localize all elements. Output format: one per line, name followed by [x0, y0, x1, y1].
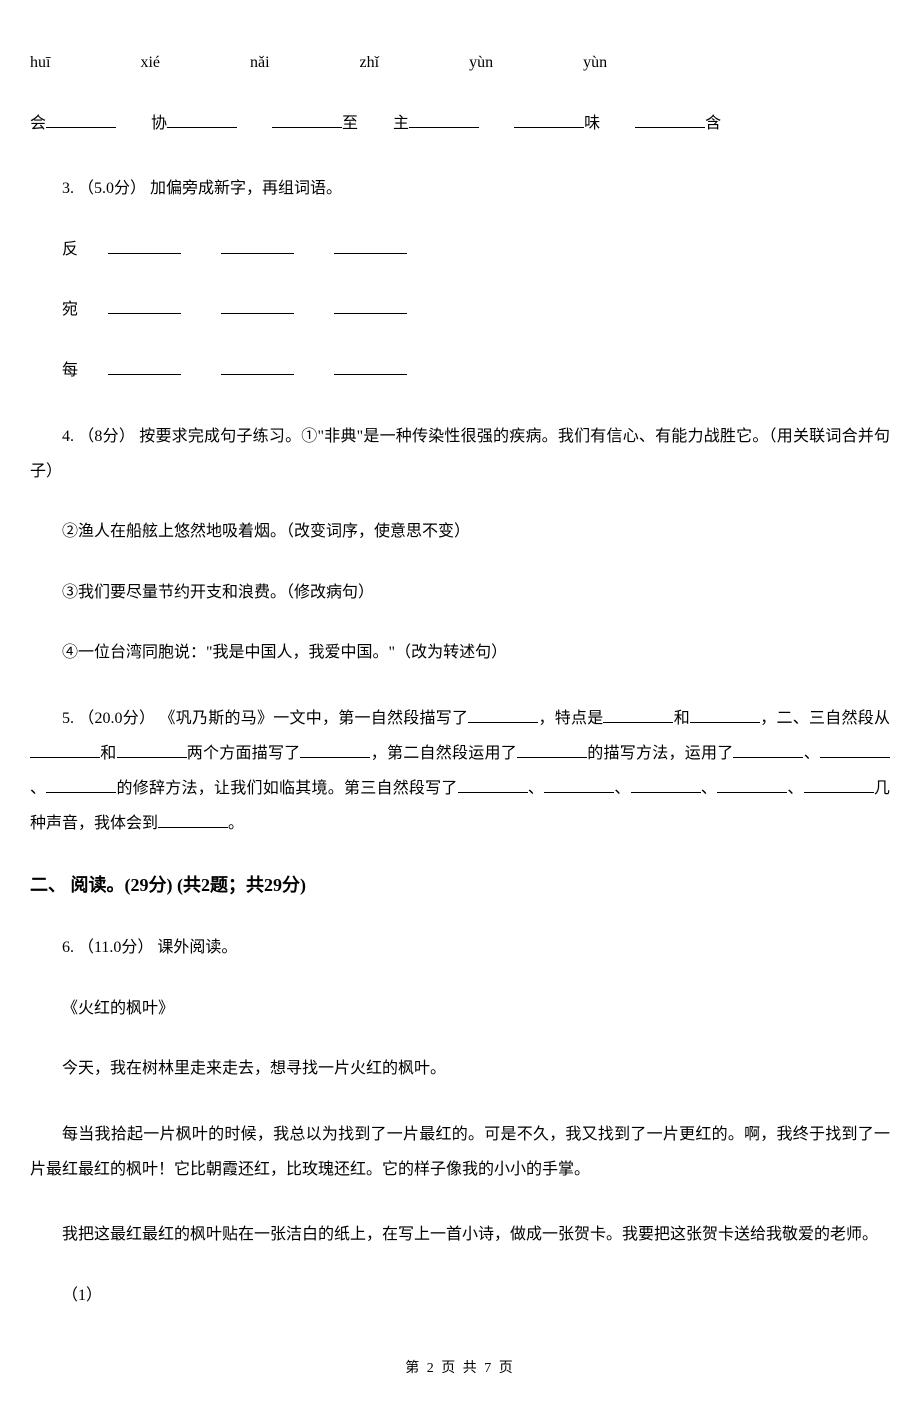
- char-2: 协: [151, 111, 167, 137]
- q5-text: 、: [701, 780, 718, 797]
- blank[interactable]: [544, 777, 614, 793]
- blank[interactable]: [108, 313, 181, 314]
- radical-1: 反: [30, 237, 78, 263]
- blank[interactable]: [334, 253, 407, 254]
- section-2-title: 二、 阅读。(29分) (共2题；共29分): [30, 871, 890, 900]
- char-blank-row: 会 协 至 主 味 含: [30, 111, 890, 137]
- blank[interactable]: [717, 777, 787, 793]
- blank[interactable]: [603, 707, 673, 723]
- question-4-sub4: ④一位台湾同胞说："我是中国人，我爱中国。"（改为转述句）: [30, 640, 890, 666]
- pinyin-row: huī xié nǎi zhǐ yùn yùn: [30, 50, 890, 76]
- pinyin-2: xié: [140, 50, 160, 76]
- blank[interactable]: [221, 313, 294, 314]
- blank[interactable]: [733, 742, 803, 758]
- blank[interactable]: [820, 742, 890, 758]
- pinyin-4: zhǐ: [360, 50, 380, 76]
- blank[interactable]: [468, 707, 538, 723]
- page-footer: 第 2 页 共 7 页: [30, 1358, 890, 1380]
- question-4-sub2: ②渔人在船舷上悠然地吸着烟。（改变词序，使意思不变）: [30, 519, 890, 545]
- question-3: 3. （5.0分） 加偏旁成新字，再组词语。: [30, 176, 890, 202]
- reading-p3: 我把这最红最红的枫叶贴在一张洁白的纸上，在写上一首小诗，做成一张贺卡。我要把这张…: [30, 1217, 890, 1252]
- blank[interactable]: [300, 742, 370, 758]
- char-5: 味: [584, 111, 600, 137]
- blank[interactable]: [804, 777, 874, 793]
- pinyin-5: yùn: [469, 50, 493, 76]
- radical-row-1: 反: [30, 237, 890, 263]
- char-6: 含: [705, 111, 721, 137]
- blank[interactable]: [514, 112, 584, 128]
- blank[interactable]: [108, 374, 181, 375]
- char-4: 主: [393, 111, 409, 137]
- q5-text: ，第二自然段运用了: [370, 745, 516, 762]
- blank[interactable]: [167, 112, 237, 128]
- q5-text: 、: [30, 780, 46, 797]
- q5-text: 。: [228, 815, 244, 832]
- q5-text: 5. （20.0分） 《巩乃斯的马》一文中，第一自然段描写了: [62, 710, 468, 727]
- blank[interactable]: [517, 742, 587, 758]
- question-4: 4. （8分） 按要求完成句子练习。①"非典"是一种传染性很强的疾病。我们有信心…: [30, 419, 890, 489]
- q5-text: 、: [614, 780, 631, 797]
- blank[interactable]: [108, 253, 181, 254]
- q5-text: ，二、三自然段从: [760, 710, 890, 727]
- q5-text: 、: [803, 745, 820, 762]
- q5-text: ，特点是: [538, 710, 603, 727]
- q5-text: 和: [100, 745, 117, 762]
- radical-3: 每: [30, 358, 78, 384]
- char-3: 至: [342, 111, 358, 137]
- q5-text: 的修辞方法，让我们如临其境。第三自然段写了: [116, 780, 457, 797]
- question-5: 5. （20.0分） 《巩乃斯的马》一文中，第一自然段描写了，特点是和，二、三自…: [30, 701, 890, 842]
- blank[interactable]: [158, 812, 228, 828]
- char-1: 会: [30, 111, 46, 137]
- pinyin-3: nǎi: [250, 50, 270, 76]
- q5-text: 、: [787, 780, 804, 797]
- radical-2: 宛: [30, 297, 78, 323]
- q5-text: 和: [673, 710, 690, 727]
- blank[interactable]: [30, 742, 100, 758]
- radical-row-3: 每: [30, 358, 890, 384]
- blank[interactable]: [409, 112, 479, 128]
- reading-title: 《火红的枫叶》: [30, 996, 890, 1022]
- blank[interactable]: [272, 112, 342, 128]
- reading-p1: 今天，我在树林里走来走去，想寻找一片火红的枫叶。: [30, 1056, 890, 1082]
- blank[interactable]: [221, 253, 294, 254]
- blank[interactable]: [635, 112, 705, 128]
- blank[interactable]: [631, 777, 701, 793]
- question-6: 6. （11.0分） 课外阅读。: [30, 935, 890, 961]
- q5-text: 、: [528, 780, 545, 797]
- blank[interactable]: [334, 313, 407, 314]
- q5-text: 两个方面描写了: [187, 745, 301, 762]
- blank[interactable]: [221, 374, 294, 375]
- blank[interactable]: [690, 707, 760, 723]
- reading-p2: 每当我拾起一片枫叶的时候，我总以为找到了一片最红的。可是不久，我又找到了一片更红…: [30, 1117, 890, 1187]
- pinyin-6: yùn: [583, 50, 607, 76]
- blank[interactable]: [46, 777, 116, 793]
- blank[interactable]: [458, 777, 528, 793]
- blank[interactable]: [46, 112, 116, 128]
- question-4-sub3: ③我们要尽量节约开支和浪费。（修改病句）: [30, 580, 890, 606]
- radical-row-2: 宛: [30, 297, 890, 323]
- q5-text: 的描写方法，运用了: [587, 745, 733, 762]
- pinyin-1: huī: [30, 50, 50, 76]
- blank[interactable]: [117, 742, 187, 758]
- blank[interactable]: [334, 374, 407, 375]
- question-6-sub1: （1）: [30, 1283, 890, 1309]
